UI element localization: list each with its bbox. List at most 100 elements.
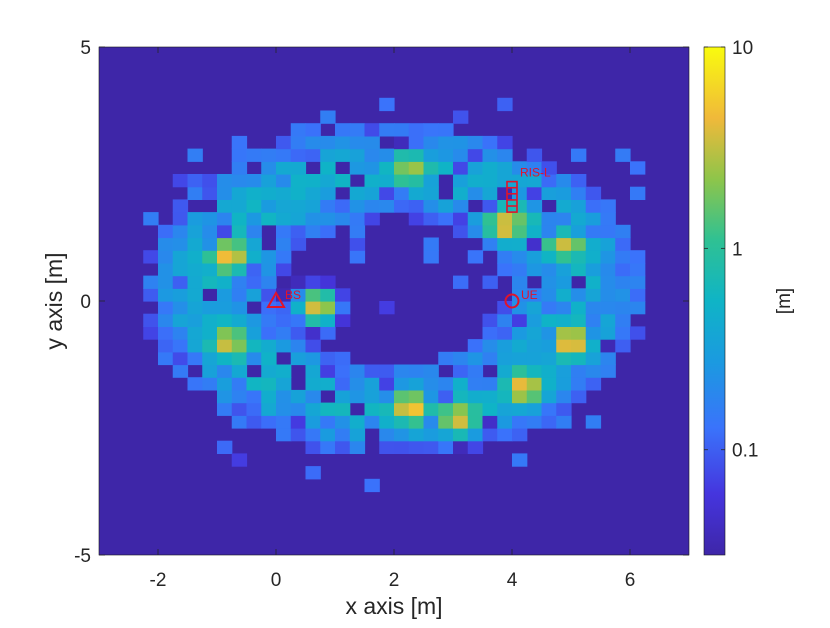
heatmap-cell	[246, 237, 262, 251]
heatmap-cell	[276, 224, 292, 239]
heatmap-cell	[585, 262, 602, 277]
heatmap-cell	[158, 275, 174, 289]
heatmap-cell	[290, 224, 307, 239]
heatmap-cell	[290, 275, 307, 289]
heatmap-cell	[202, 377, 218, 391]
heatmap-cell	[497, 161, 513, 175]
heatmap-cell	[571, 224, 587, 239]
heatmap-cell	[526, 174, 543, 188]
heatmap-cell	[541, 402, 557, 416]
heatmap-cell	[231, 389, 248, 404]
heatmap-cell	[202, 212, 218, 226]
heatmap-cell	[438, 351, 454, 366]
heatmap-cell	[276, 199, 292, 213]
heatmap-cell	[231, 250, 248, 264]
heatmap-cell	[187, 250, 203, 264]
heatmap-cell	[305, 351, 321, 366]
heatmap-cell	[423, 123, 439, 137]
heatmap-cell	[541, 250, 557, 264]
heatmap-cell	[276, 389, 292, 404]
heatmap-cell	[556, 262, 572, 277]
heatmap-cell	[453, 174, 469, 188]
heatmap-cell	[217, 199, 233, 213]
heatmap-cell	[541, 262, 557, 277]
heatmap-cell	[541, 339, 557, 353]
heatmap-cell	[453, 377, 469, 391]
heatmap-cell	[512, 313, 528, 327]
heatmap-cell	[585, 186, 602, 200]
heatmap-cell	[231, 288, 248, 302]
heatmap-cell	[276, 377, 292, 391]
heatmap-cell	[600, 339, 616, 353]
heatmap-cell	[305, 224, 321, 239]
heatmap-cell	[541, 415, 557, 429]
heatmap-cell	[438, 199, 454, 213]
heatmap-cell	[202, 186, 218, 200]
heatmap-cell	[335, 212, 351, 226]
heatmap-cell	[556, 224, 572, 239]
heatmap-cell	[526, 224, 543, 239]
heatmap-cell	[600, 288, 616, 302]
heatmap-cell	[320, 313, 336, 327]
heatmap-cell	[320, 224, 336, 239]
heatmap-cell	[231, 351, 248, 366]
heatmap-cell	[571, 237, 587, 251]
heatmap-cell	[379, 440, 395, 454]
heatmap-cell	[526, 313, 543, 327]
heatmap-cell	[246, 174, 262, 188]
heatmap-cell	[320, 364, 336, 378]
heatmap-cell	[364, 402, 380, 416]
heatmap-cell	[512, 453, 528, 467]
heatmap-cell	[556, 237, 572, 251]
heatmap-cell	[231, 275, 248, 289]
heatmap-cell	[335, 364, 351, 378]
heatmap-cell	[408, 377, 425, 391]
heatmap-cell	[497, 415, 513, 429]
heatmap-cell	[276, 313, 292, 327]
heatmap-cell	[276, 174, 292, 188]
heatmap-cell	[261, 415, 277, 429]
heatmap-cell	[217, 250, 233, 264]
heatmap-cell	[246, 351, 262, 366]
heatmap-cell	[526, 389, 543, 404]
heatmap-cell	[556, 212, 572, 226]
heatmap-cell	[217, 377, 233, 391]
heatmap-cell	[600, 364, 616, 378]
heatmap-cell	[349, 364, 366, 378]
heatmap-cell	[379, 148, 395, 162]
heatmap-cell	[379, 428, 395, 442]
heatmap-cell	[497, 326, 513, 340]
heatmap-cell	[143, 250, 159, 264]
y-tick-label: 0	[80, 292, 91, 313]
heatmap-cell	[526, 199, 543, 213]
heatmap-cell	[202, 250, 218, 264]
colorbar	[703, 46, 726, 556]
heatmap-cell	[482, 402, 498, 416]
heatmap-cell	[512, 351, 528, 366]
heatmap-cell	[556, 174, 572, 188]
ris-marker	[506, 180, 518, 213]
heatmap-cell	[187, 288, 203, 302]
heatmap-cell	[585, 250, 602, 264]
heatmap-cell	[467, 440, 484, 454]
heatmap-cell	[276, 339, 292, 353]
heatmap-cell	[497, 301, 513, 315]
heatmap-cell	[172, 224, 189, 239]
heatmap-cell	[453, 389, 469, 404]
heatmap-cell	[512, 224, 528, 239]
heatmap-cell	[202, 262, 218, 277]
heatmap-cell	[276, 364, 292, 378]
heatmap-cell	[394, 135, 410, 150]
heatmap-cell	[276, 186, 292, 200]
heatmap-cell	[261, 262, 277, 277]
heatmap-cell	[305, 174, 321, 188]
heatmap-cell	[158, 339, 174, 353]
heatmap-cell	[379, 186, 395, 200]
heatmap-cell	[541, 351, 557, 366]
heatmap-cell	[290, 237, 307, 251]
heatmap-cell	[571, 212, 587, 226]
heatmap-cell	[497, 174, 513, 188]
heatmap-cell	[320, 428, 336, 442]
heatmap-cell	[556, 389, 572, 404]
